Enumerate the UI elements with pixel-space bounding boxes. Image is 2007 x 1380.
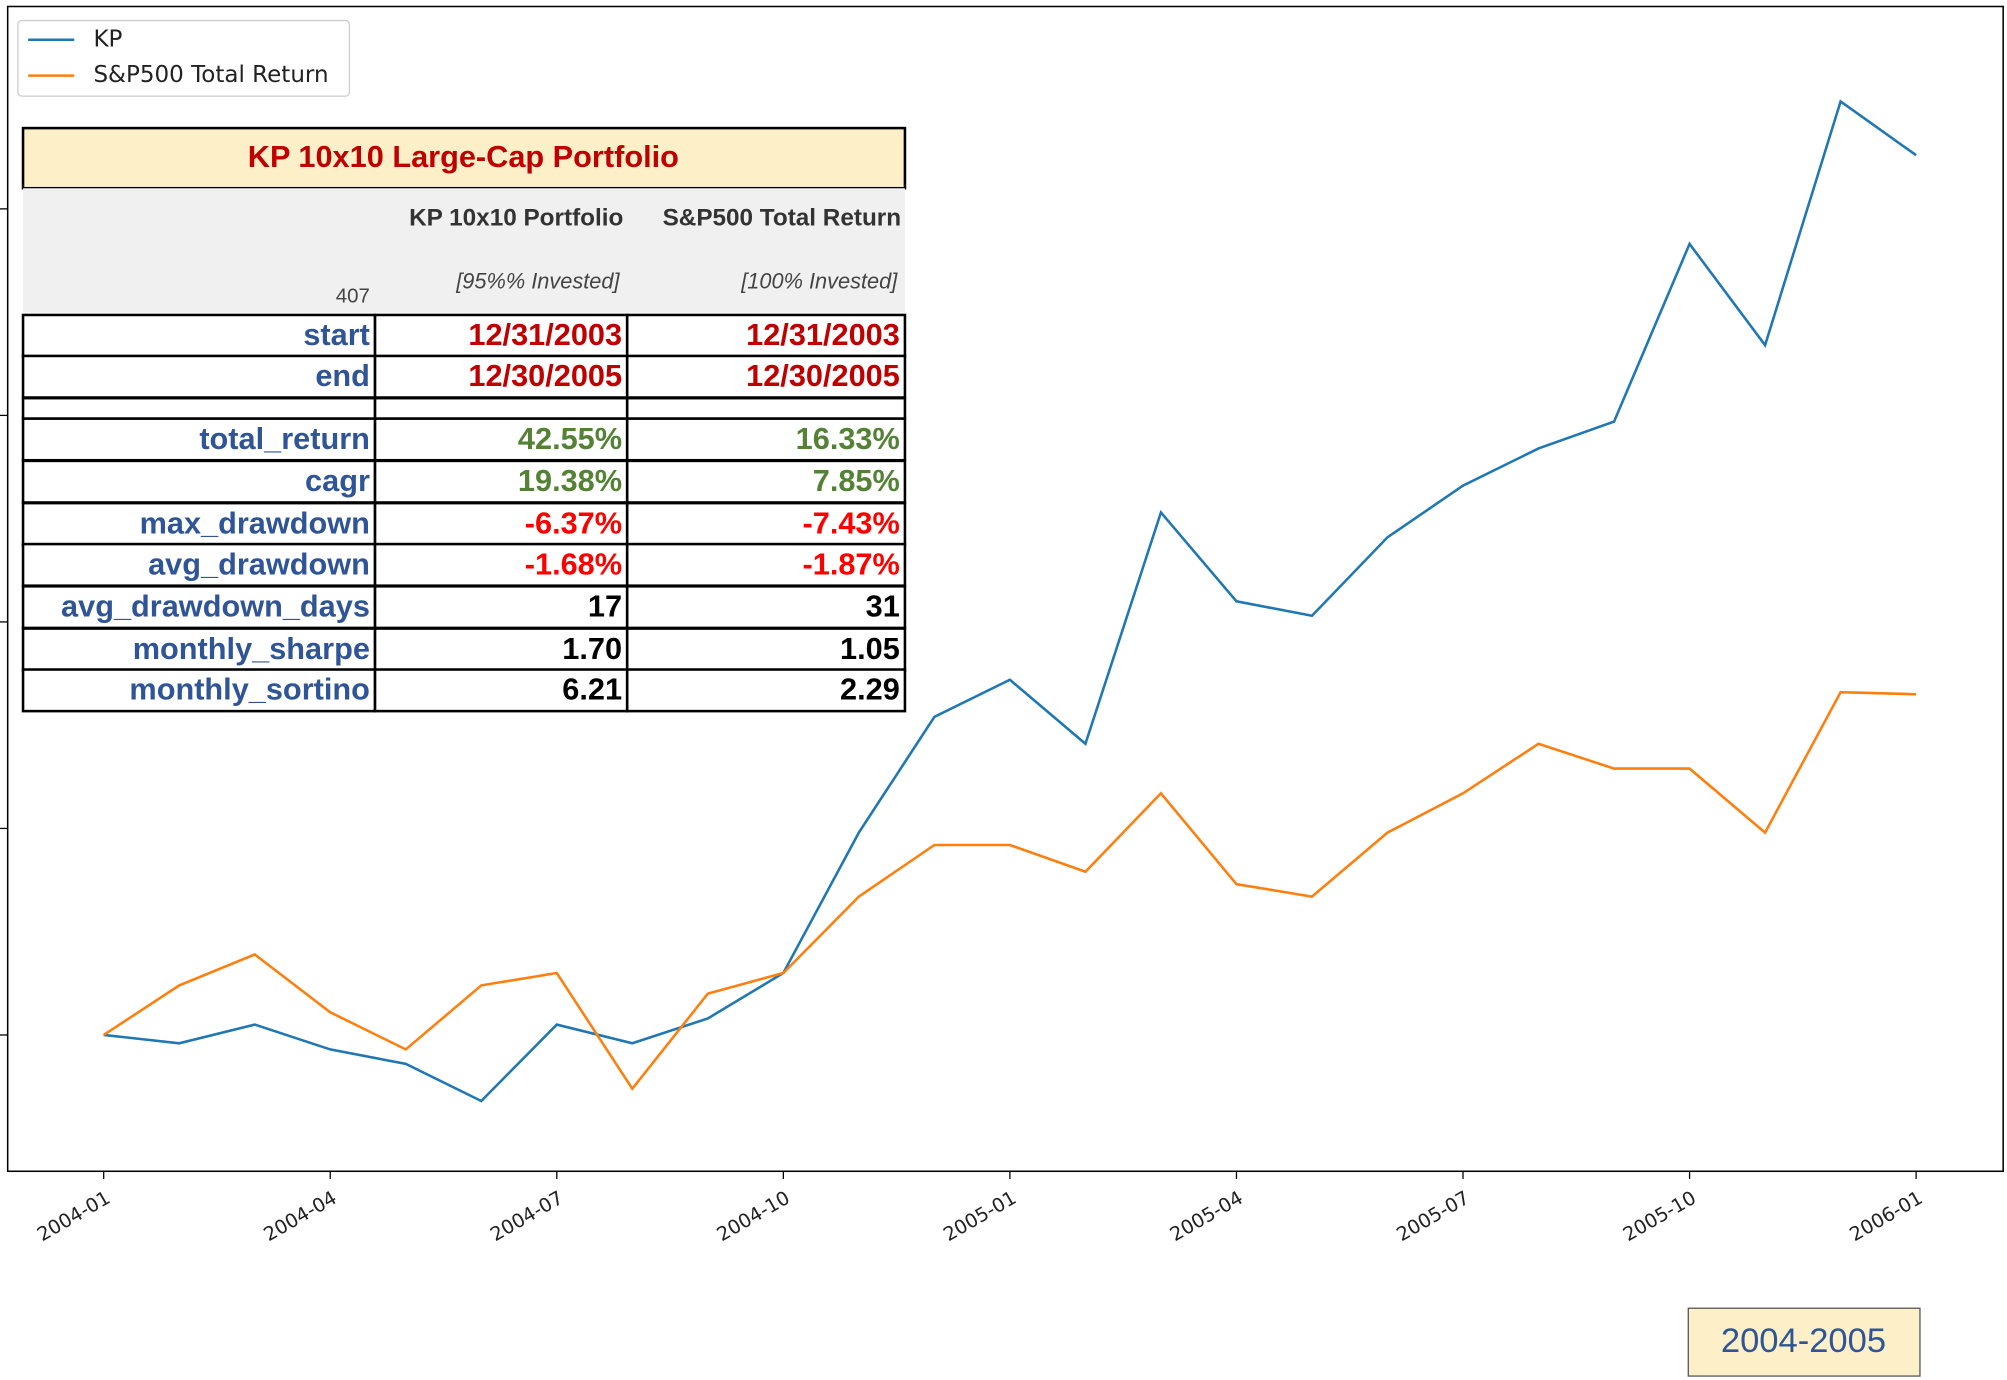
line-series (102, 690, 1917, 1091)
legend-label: S&P500 Total Return (93, 62, 328, 88)
table-cell (373, 396, 629, 420)
table-cell (21, 668, 377, 713)
cell-value: 12/30/2005 (468, 358, 622, 393)
x-tick-label: 2004-10 (713, 1186, 794, 1246)
cell-value: 12/31/2003 (746, 317, 900, 352)
cell-value: 7.85% (813, 463, 900, 498)
table-title-cell (21, 126, 907, 190)
line-series (103, 99, 1917, 1103)
x-tick-label: 2006-01 (1846, 1186, 1927, 1246)
x-tick-label: 2005-07 (1392, 1186, 1473, 1246)
row-label: end (315, 358, 370, 393)
table-cell (625, 585, 907, 630)
row-label: start (303, 317, 370, 352)
cell-value: 1.05 (840, 631, 900, 666)
cell-value: 6.21 (562, 672, 622, 707)
table-cell (625, 417, 907, 462)
x-tick-label: 2004-01 (33, 1186, 114, 1246)
x-tick-label: 2005-01 (939, 1186, 1020, 1246)
stats-table: KP 10x10 Large-Cap Portfolio 407 KP 10x10 … (21, 126, 907, 713)
column-subheader: [100% Invested] (740, 269, 898, 294)
legend-label: KP (93, 26, 122, 52)
period-box (1687, 1307, 1921, 1377)
cell-value: -6.37% (525, 505, 622, 540)
period-label: 2004-2005 (1721, 1322, 1886, 1360)
table-cell (373, 627, 629, 672)
x-tick-label: 2005-04 (1166, 1186, 1247, 1246)
cell-value: 42.55% (518, 421, 622, 456)
cell-value: 12/31/2003 (468, 317, 622, 352)
cell-value: 1.70 (562, 631, 622, 666)
x-tick-label: 2004-04 (260, 1186, 341, 1246)
table-cell (373, 354, 629, 399)
table-cell (625, 396, 907, 420)
cell-value: -1.68% (525, 546, 622, 581)
row-label: total_return (199, 421, 370, 456)
row-label: monthly_sharpe (133, 631, 370, 666)
table-cell (373, 417, 629, 462)
legend-box (17, 19, 351, 97)
cell-value: 2.29 (840, 672, 900, 707)
cell-value: -7.43% (803, 505, 900, 540)
table-cell (625, 668, 907, 713)
x-tick-label: 2005-10 (1619, 1186, 1700, 1246)
table-cell (21, 501, 377, 547)
table-cell (625, 459, 907, 504)
row-label: avg_drawdown (148, 546, 370, 581)
row-label: avg_drawdown_days (61, 589, 370, 624)
cell-value: 16.33% (796, 421, 900, 456)
column-subheader: [95%% Invested] (455, 269, 620, 294)
table-cell (21, 459, 377, 504)
column-header: KP 10x10 Portfolio (409, 204, 623, 231)
table-cell (625, 354, 907, 399)
table-cell (21, 396, 377, 420)
index-label: 407 (336, 284, 370, 307)
row-label: max_drawdown (140, 505, 370, 540)
x-tick-label: 2004-07 (486, 1186, 567, 1246)
row-label: cagr (305, 463, 370, 498)
plot-frame (6, 5, 2004, 1173)
row-label: monthly_sortino (129, 672, 370, 707)
cell-value: 19.38% (518, 463, 622, 498)
table-cell (373, 459, 629, 504)
table-cell (373, 542, 629, 587)
column-header: S&P500 Total Return (663, 204, 902, 231)
cell-value: 12/30/2005 (746, 358, 900, 393)
cell-value: 17 (588, 589, 622, 624)
cell-value: 31 (866, 589, 900, 624)
cell-value: -1.87% (803, 546, 900, 581)
table-header (23, 188, 905, 313)
table-title: KP 10x10 Large-Cap Portfolio (248, 139, 679, 174)
